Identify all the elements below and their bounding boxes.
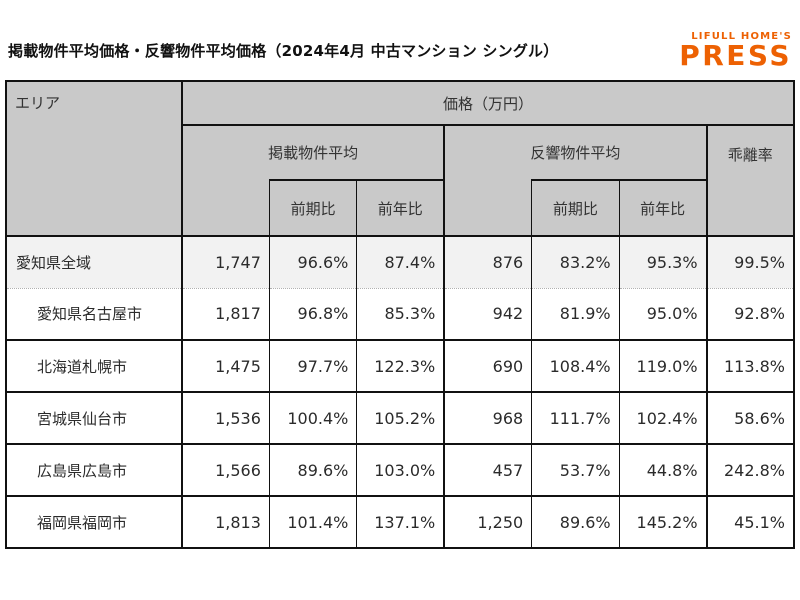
col-header-listed-prev-year: 前年比 — [356, 179, 446, 237]
listed-avg-cell: 1,536 — [181, 391, 270, 445]
col-header-response-prev-period: 前期比 — [531, 179, 620, 237]
response-prev-period-cell: 89.6% — [531, 495, 620, 549]
listed-avg-cell: 1,817 — [181, 287, 270, 341]
response-avg-cell: 1,250 — [443, 495, 533, 549]
listed-prev-year-cell: 122.3% — [356, 339, 446, 393]
listed-prev-year-cell: 137.1% — [356, 495, 446, 549]
response-avg-cell: 457 — [443, 443, 533, 497]
listed-prev-period-cell: 97.7% — [268, 339, 358, 393]
divergence-rate-cell: 45.1% — [706, 495, 795, 549]
table-row-hiroshima: 広島県広島市 1,566 89.6% 103.0% 457 53.7% 44.8… — [5, 443, 795, 497]
table-row-aichi-all: 愛知県全域 1,747 96.6% 87.4% 876 83.2% 95.3% … — [5, 235, 795, 288]
response-avg-cell: 942 — [443, 287, 533, 341]
listed-avg-cell: 1,475 — [181, 339, 270, 393]
divergence-rate-cell: 242.8% — [706, 443, 795, 497]
response-prev-period-cell: 81.9% — [531, 287, 620, 341]
response-avg-cell: 690 — [443, 339, 533, 393]
col-header-response-average: 反響物件平均 — [443, 124, 708, 180]
page-title: 掲載物件平均価格・反響物件平均価格（2024年4月 中古マンション シングル） — [8, 42, 559, 60]
logo-press-text: PRESS — [679, 39, 792, 72]
col-header-price-unit: 価格（万円） — [181, 80, 795, 126]
table-header: エリア 価格（万円） 掲載物件平均 反響物件平均 乖離率 前期比 前年比 前期比… — [5, 80, 795, 237]
listed-prev-period-cell: 96.6% — [268, 235, 358, 288]
response-prev-year-cell: 95.0% — [618, 287, 708, 341]
response-prev-period-cell: 83.2% — [531, 235, 620, 288]
area-cell: 福岡県福岡市 — [5, 495, 183, 549]
header-row-1: エリア 価格（万円） — [5, 80, 795, 237]
table-row-nagoya: 愛知県名古屋市 1,817 96.8% 85.3% 942 81.9% 95.0… — [5, 287, 795, 341]
response-prev-period-cell: 111.7% — [531, 391, 620, 445]
col-header-response-value-blank — [443, 180, 533, 237]
response-prev-year-cell: 95.3% — [618, 235, 708, 288]
table-body: 愛知県全域 1,747 96.6% 87.4% 876 83.2% 95.3% … — [5, 235, 795, 549]
response-avg-cell: 876 — [443, 235, 533, 288]
area-cell: 愛知県全域 — [5, 235, 183, 288]
area-cell: 広島県広島市 — [5, 443, 183, 497]
listed-prev-period-cell: 100.4% — [268, 391, 358, 445]
listed-prev-period-cell: 89.6% — [268, 443, 358, 497]
listed-prev-year-cell: 87.4% — [356, 235, 446, 288]
col-header-response-prev-year: 前年比 — [618, 179, 708, 237]
divergence-rate-cell: 58.6% — [706, 391, 795, 445]
col-header-listed-average: 掲載物件平均 — [181, 124, 446, 180]
header-row-2: 掲載物件平均 反響物件平均 乖離率 — [6, 124, 795, 237]
header-row-3: 前期比 前年比 前期比 前年比 — [6, 179, 794, 237]
listed-prev-period-cell: 96.8% — [268, 287, 358, 341]
logo-brand-text: LIFULL HOME'S — [691, 31, 792, 42]
table-row-sendai: 宮城県仙台市 1,536 100.4% 105.2% 968 111.7% 10… — [5, 391, 795, 445]
area-cell: 北海道札幌市 — [5, 339, 183, 393]
listed-prev-year-cell: 85.3% — [356, 287, 446, 341]
divergence-rate-cell: 113.8% — [706, 339, 795, 393]
response-prev-period-cell: 53.7% — [531, 443, 620, 497]
listed-avg-cell: 1,747 — [181, 235, 270, 288]
table-row-fukuoka: 福岡県福岡市 1,813 101.4% 137.1% 1,250 89.6% 1… — [5, 495, 795, 549]
col-header-listed-value-blank — [181, 180, 270, 237]
listed-avg-cell: 1,566 — [181, 443, 270, 497]
col-header-divergence-rate: 乖離率 — [706, 124, 795, 237]
area-cell: 宮城県仙台市 — [5, 391, 183, 445]
listed-avg-cell: 1,813 — [181, 495, 270, 549]
response-prev-year-cell: 145.2% — [618, 495, 708, 549]
response-prev-year-cell: 119.0% — [618, 339, 708, 393]
listed-prev-year-cell: 105.2% — [356, 391, 446, 445]
price-table: エリア 価格（万円） 掲載物件平均 反響物件平均 乖離率 前期比 前年比 前期比… — [5, 80, 795, 549]
table-row-sapporo: 北海道札幌市 1,475 97.7% 122.3% 690 108.4% 119… — [5, 339, 795, 393]
divergence-rate-cell: 92.8% — [706, 287, 795, 341]
response-prev-period-cell: 108.4% — [531, 339, 620, 393]
response-prev-year-cell: 102.4% — [618, 391, 708, 445]
divergence-rate-cell: 99.5% — [706, 235, 795, 288]
lifull-homes-press-logo: LIFULL HOME'S PRESS — [679, 31, 792, 70]
area-cell: 愛知県名古屋市 — [5, 287, 183, 341]
col-header-listed-prev-period: 前期比 — [268, 179, 358, 237]
col-header-area: エリア — [5, 80, 183, 237]
listed-prev-year-cell: 103.0% — [356, 443, 446, 497]
listed-prev-period-cell: 101.4% — [268, 495, 358, 549]
response-prev-year-cell: 44.8% — [618, 443, 708, 497]
response-avg-cell: 968 — [443, 391, 533, 445]
